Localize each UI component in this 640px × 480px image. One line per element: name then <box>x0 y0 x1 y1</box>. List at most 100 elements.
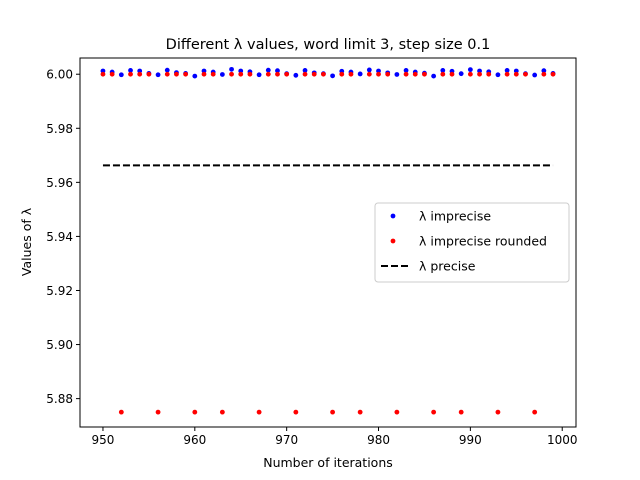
point-imprecise <box>458 71 464 77</box>
point-imprecise-rounded <box>210 71 216 77</box>
point-imprecise-rounded <box>394 409 400 415</box>
x-tick-label: 1000 <box>547 433 578 447</box>
point-imprecise-rounded <box>403 71 409 77</box>
point-imprecise <box>357 71 363 77</box>
y-tick-label: 6.00 <box>46 68 73 82</box>
x-axis-label: Number of iterations <box>263 455 393 470</box>
point-imprecise-rounded <box>467 71 473 77</box>
plot-area <box>100 66 556 415</box>
point-imprecise <box>504 68 510 73</box>
y-tick-label: 5.92 <box>46 284 73 298</box>
point-imprecise <box>366 67 372 73</box>
point-imprecise-rounded <box>385 71 391 77</box>
point-imprecise <box>495 72 501 78</box>
point-imprecise-rounded <box>174 71 179 77</box>
point-imprecise-rounded <box>550 71 556 77</box>
point-imprecise-rounded <box>523 71 528 77</box>
y-tick-label: 5.90 <box>46 338 73 352</box>
point-imprecise-rounded <box>486 71 492 77</box>
point-imprecise-rounded <box>431 409 437 415</box>
legend-marker-imprecise-rounded <box>390 238 396 244</box>
point-imprecise-rounded <box>128 71 133 77</box>
point-imprecise-rounded <box>137 71 143 77</box>
point-imprecise-rounded <box>247 71 253 77</box>
point-imprecise-rounded <box>146 71 152 77</box>
point-imprecise-rounded <box>339 71 345 77</box>
legend-marker-imprecise <box>390 213 396 219</box>
point-imprecise-rounded <box>504 71 510 77</box>
point-imprecise-rounded <box>238 71 244 77</box>
legend-box <box>374 202 570 283</box>
point-imprecise-rounded <box>376 71 381 77</box>
point-imprecise-rounded <box>422 71 427 77</box>
x-tick-label: 990 <box>459 433 482 447</box>
point-imprecise-rounded <box>284 71 290 77</box>
point-imprecise-rounded <box>265 71 271 77</box>
point-imprecise-rounded <box>109 71 115 77</box>
y-tick-label: 5.94 <box>46 230 73 244</box>
point-imprecise-rounded <box>201 71 207 77</box>
axis-ticks: 950 960 970 980 990 1000 5.88 5.90 5.92 5.94 5.96 5… <box>46 68 577 447</box>
point-imprecise <box>403 68 409 73</box>
x-tick-label: 960 <box>183 433 206 447</box>
legend-label: λ imprecise <box>419 209 491 224</box>
x-tick-label: 980 <box>367 433 390 447</box>
point-imprecise-rounded <box>118 409 124 415</box>
point-imprecise <box>394 72 400 77</box>
point-imprecise <box>265 67 271 73</box>
point-imprecise-rounded <box>275 71 280 77</box>
point-imprecise <box>192 73 198 79</box>
point-imprecise-rounded <box>532 409 538 415</box>
x-tick-label: 970 <box>275 433 298 447</box>
point-imprecise <box>293 72 299 78</box>
point-imprecise <box>541 68 547 74</box>
point-imprecise <box>330 73 335 79</box>
point-imprecise-rounded <box>449 71 455 77</box>
point-imprecise <box>219 72 225 77</box>
point-imprecise-rounded <box>541 71 547 77</box>
y-tick-label: 5.98 <box>46 122 73 136</box>
point-imprecise-rounded <box>192 409 198 415</box>
point-imprecise-rounded <box>100 71 106 77</box>
point-imprecise-rounded <box>155 409 161 415</box>
y-axis-label: Values of λ <box>19 207 34 276</box>
point-imprecise-rounded <box>183 71 189 77</box>
point-imprecise-rounded <box>412 71 418 77</box>
point-imprecise-rounded <box>311 71 317 77</box>
point-imprecise-rounded <box>164 71 170 77</box>
point-imprecise-rounded <box>477 71 482 77</box>
point-imprecise-rounded <box>330 409 335 415</box>
point-imprecise-rounded <box>293 409 299 415</box>
point-imprecise-rounded <box>513 71 519 77</box>
point-imprecise-rounded <box>348 71 354 77</box>
legend: λ imprecise λ imprecise rounded λ precise <box>374 202 570 283</box>
point-imprecise <box>302 68 308 73</box>
point-imprecise <box>229 66 234 72</box>
point-imprecise <box>431 73 437 79</box>
point-imprecise <box>128 68 133 73</box>
chart-title: Different λ values, word limit 3, step s… <box>166 37 491 53</box>
point-imprecise-rounded <box>495 409 501 415</box>
y-tick-label: 5.88 <box>46 392 73 406</box>
point-imprecise <box>440 68 446 73</box>
point-imprecise <box>155 72 161 78</box>
point-imprecise-rounded <box>357 409 363 415</box>
point-imprecise <box>164 67 170 73</box>
point-imprecise <box>275 68 280 74</box>
point-imprecise-rounded <box>321 71 326 77</box>
point-imprecise <box>118 72 124 78</box>
x-tick-label: 950 <box>92 433 115 447</box>
point-imprecise <box>532 72 538 78</box>
point-imprecise-rounded <box>229 71 234 77</box>
point-imprecise-rounded <box>302 71 308 77</box>
y-tick-label: 5.96 <box>46 176 73 190</box>
point-imprecise-rounded <box>219 409 225 415</box>
point-imprecise <box>256 72 262 78</box>
legend-label: λ precise <box>419 259 476 274</box>
point-imprecise-rounded <box>256 409 262 415</box>
axes-frame <box>79 57 577 428</box>
point-imprecise-rounded <box>366 71 372 77</box>
point-imprecise-rounded <box>458 409 464 415</box>
legend-label: λ imprecise rounded <box>419 234 547 249</box>
